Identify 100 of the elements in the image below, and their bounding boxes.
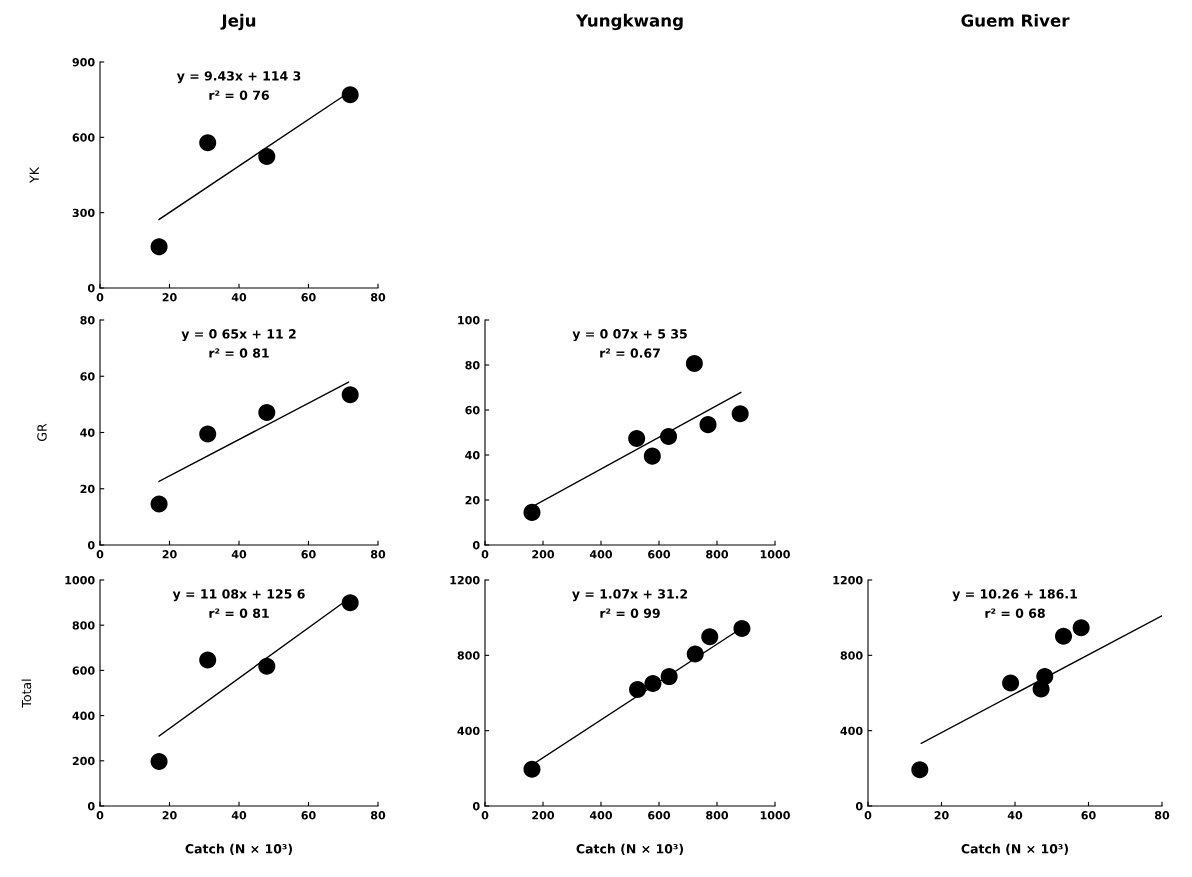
y-tick-label: 800	[72, 621, 95, 630]
x-tick-label: 800	[706, 550, 729, 559]
y-tick-label: 900	[72, 57, 95, 67]
point	[731, 405, 749, 423]
chart-title: Yungkwang	[575, 13, 683, 31]
y-tick-label: 40	[465, 450, 480, 460]
x-tick-label: 0	[481, 550, 489, 559]
x-tick-label: 80	[370, 293, 386, 302]
point	[341, 86, 359, 104]
x-tick-label: 60	[301, 811, 316, 820]
x-axis-title: Catch (N × 10³)	[576, 843, 684, 855]
point	[199, 425, 217, 443]
y-tick-label: 800	[457, 651, 480, 660]
point	[199, 134, 217, 152]
point	[1036, 667, 1054, 685]
annotation: y = 1.07x + 31.2	[572, 589, 688, 602]
x-tick-label: 600	[648, 550, 671, 559]
y-tick-label: 600	[72, 666, 95, 675]
point	[1055, 627, 1073, 645]
y-tick-label: 40	[80, 428, 95, 437]
y-tick-label: 0	[87, 540, 95, 550]
y-tick-label: 300	[72, 208, 95, 218]
x-tick-label: 200	[532, 811, 555, 820]
y-axis-title: GR	[37, 423, 47, 441]
y-axis-title: Total	[21, 679, 32, 708]
y-tick-label: 80	[465, 360, 480, 370]
x-tick-label: 0	[96, 811, 104, 820]
x-tick-label: 40	[231, 550, 247, 559]
point	[341, 386, 359, 404]
x-tick-label: 80	[370, 550, 386, 559]
point	[660, 668, 678, 686]
point	[1002, 674, 1020, 692]
y-tick-label: 400	[840, 726, 863, 736]
y-tick-label: 80	[80, 315, 95, 325]
x-axis-title: Catch (N × 10³)	[185, 843, 293, 855]
annotation: r² = 0 81	[209, 348, 269, 358]
y-tick-label: 400	[457, 726, 480, 736]
y-tick-label: 60	[80, 372, 95, 381]
x-tick-label: 0	[96, 550, 104, 559]
point	[629, 680, 647, 698]
y-tick-label: 800	[840, 651, 863, 660]
annotation: r² = 0 68	[985, 608, 1045, 618]
x-tick-label: 60	[301, 293, 316, 302]
x-tick-label: 400	[589, 811, 613, 820]
point	[628, 430, 646, 448]
x-tick-label: 1000	[760, 550, 790, 559]
x-tick-label: 20	[934, 811, 949, 820]
annotation: y = 0 65x + 11 2	[181, 329, 296, 342]
point	[150, 752, 168, 770]
y-tick-label: 20	[465, 495, 480, 505]
point	[660, 428, 678, 446]
point	[643, 447, 661, 465]
point	[258, 657, 276, 675]
annotation: y = 11 08x + 125 6	[172, 589, 305, 602]
x-tick-label: 20	[162, 811, 177, 820]
annotation: r² = 0 99	[600, 608, 660, 618]
point	[701, 628, 719, 646]
point	[685, 354, 703, 372]
point	[686, 645, 704, 663]
y-tick-label: 200	[72, 756, 95, 766]
annotation: r² = 0 81	[209, 608, 269, 618]
x-tick-label: 0	[96, 293, 104, 302]
y-tick-label: 100	[458, 315, 480, 325]
annotation: r² = 0.67	[600, 348, 660, 358]
point	[150, 495, 168, 513]
x-tick-label: 80	[1154, 811, 1170, 820]
x-tick-label: 40	[1007, 811, 1023, 820]
x-tick-label: 40	[231, 811, 247, 820]
x-tick-label: 400	[589, 550, 613, 559]
y-tick-label: 0	[87, 801, 95, 811]
annotation: y = 0 07x + 5 35	[572, 329, 687, 342]
x-tick-label: 0	[864, 811, 872, 820]
point	[341, 594, 359, 612]
y-tick-label: 0	[472, 540, 480, 550]
x-tick-label: 800	[706, 811, 729, 820]
point	[699, 416, 717, 434]
x-tick-label: 60	[1081, 811, 1096, 820]
x-tick-label: 200	[532, 550, 555, 559]
x-tick-label: 40	[231, 293, 247, 302]
y-tick-label: 0	[855, 801, 863, 811]
point	[150, 238, 168, 256]
point	[644, 674, 662, 692]
y-tick-label: 1200	[450, 575, 480, 585]
x-tick-label: 600	[648, 811, 671, 820]
point	[199, 651, 217, 669]
y-tick-label: 1200	[833, 575, 863, 585]
point	[258, 147, 276, 165]
chart-title: Guem River	[961, 13, 1070, 27]
point	[911, 761, 929, 779]
y-tick-label: 0	[472, 801, 480, 811]
x-tick-label: 0	[481, 811, 489, 820]
x-tick-label: 1000	[760, 811, 790, 820]
point	[258, 404, 276, 422]
point	[733, 620, 751, 638]
x-tick-label: 20	[162, 550, 177, 559]
annotation: y = 9.43x + 114 3	[176, 71, 301, 84]
point	[1072, 619, 1090, 637]
point	[523, 760, 541, 778]
y-tick-label: 0	[87, 283, 95, 293]
y-tick-label: 600	[72, 133, 95, 142]
